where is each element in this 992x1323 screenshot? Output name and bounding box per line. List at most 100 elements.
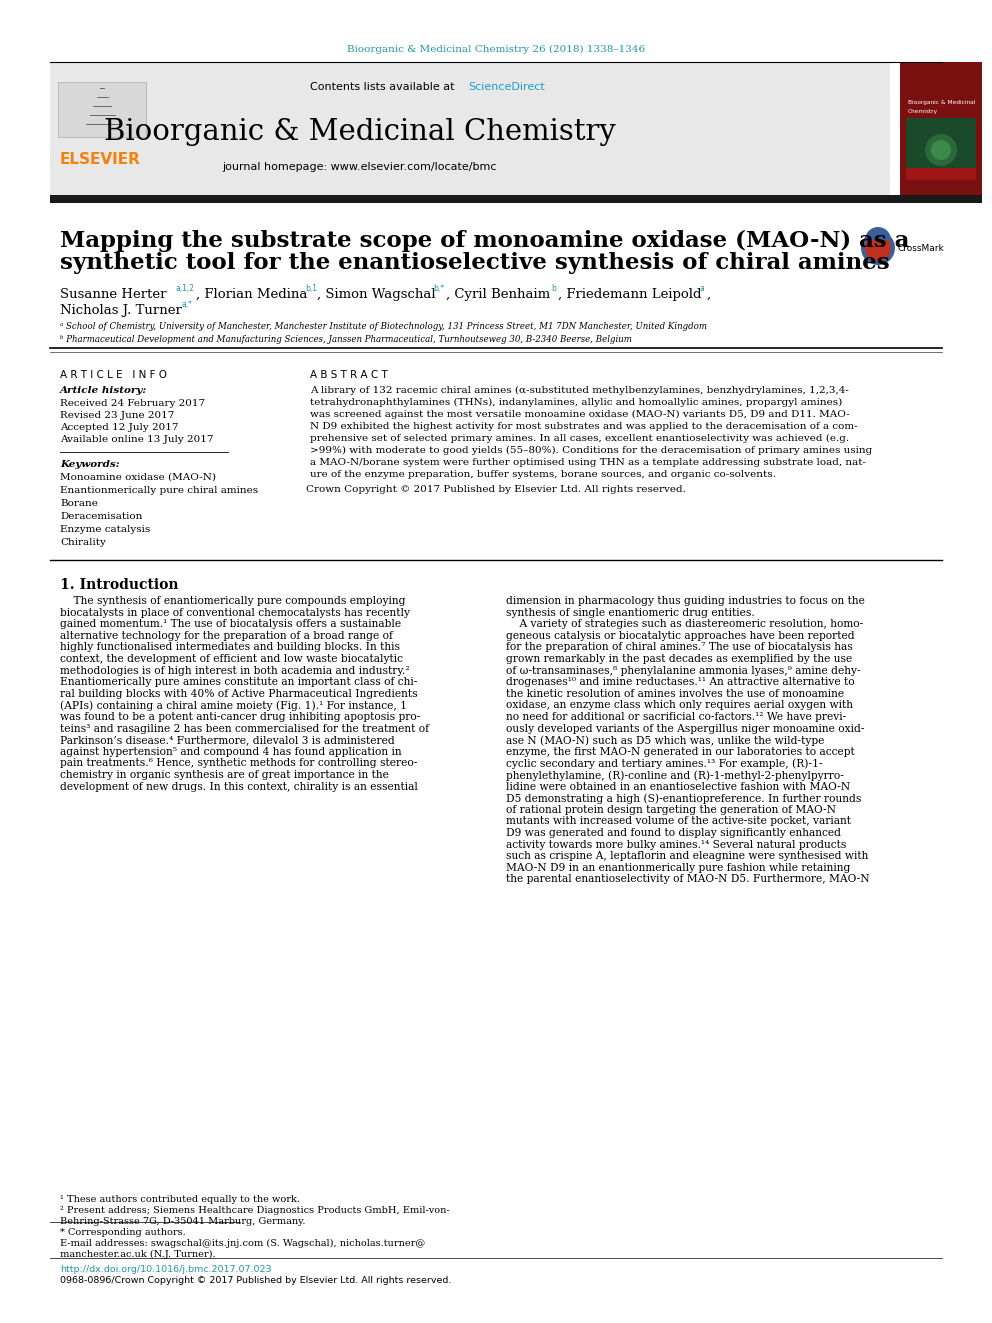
Text: manchester.ac.uk (N.J. Turner).: manchester.ac.uk (N.J. Turner).: [60, 1250, 215, 1259]
Text: Enzyme catalysis: Enzyme catalysis: [60, 525, 150, 534]
Text: ral building blocks with 40% of Active Pharmaceutical Ingredients: ral building blocks with 40% of Active P…: [60, 689, 418, 699]
Text: ELSEVIER: ELSEVIER: [60, 152, 141, 167]
Text: 1. Introduction: 1. Introduction: [60, 578, 179, 591]
Text: Chirality: Chirality: [60, 538, 106, 546]
Text: Nicholas J. Turner: Nicholas J. Turner: [60, 304, 182, 318]
Bar: [906, 118, 976, 168]
Text: gained momentum.¹ The use of biocatalysis offers a sustainable: gained momentum.¹ The use of biocatalysi…: [60, 619, 401, 630]
Text: The synthesis of enantiomerically pure compounds employing: The synthesis of enantiomerically pure c…: [60, 595, 406, 606]
Text: cyclic secondary and tertiary amines.¹³ For example, (R)-1-: cyclic secondary and tertiary amines.¹³ …: [506, 758, 822, 769]
Text: alternative technology for the preparation of a broad range of: alternative technology for the preparati…: [60, 631, 393, 640]
Text: enzyme, the first MAO-N generated in our laboratories to accept: enzyme, the first MAO-N generated in our…: [506, 746, 855, 757]
Text: Bioorganic & Medicinal Chemistry 26 (2018) 1338–1346: Bioorganic & Medicinal Chemistry 26 (201…: [347, 45, 645, 54]
Text: tetrahydronaphthylamines (THNs), indanylamines, allylic and homoallylic amines, : tetrahydronaphthylamines (THNs), indanyl…: [310, 398, 842, 407]
Text: Keywords:: Keywords:: [60, 460, 120, 468]
Text: teins³ and rasagiline 2 has been commercialised for the treatment of: teins³ and rasagiline 2 has been commerc…: [60, 724, 429, 733]
Text: b,*: b,*: [433, 284, 444, 292]
Text: drogenases¹⁰ and imine reductases.¹¹ An attractive alternative to: drogenases¹⁰ and imine reductases.¹¹ An …: [506, 677, 855, 687]
Text: A variety of strategies such as diastereomeric resolution, homo-: A variety of strategies such as diastere…: [506, 619, 863, 630]
Text: grown remarkably in the past decades as exemplified by the use: grown remarkably in the past decades as …: [506, 654, 852, 664]
Text: a,1,2: a,1,2: [176, 284, 195, 292]
Text: >99%) with moderate to good yields (55–80%). Conditions for the deracemisation o: >99%) with moderate to good yields (55–8…: [310, 446, 872, 455]
Text: A library of 132 racemic chiral amines (α-substituted methylbenzylamines, benzhy: A library of 132 racemic chiral amines (…: [310, 386, 849, 396]
Text: ² Present address; Siemens Healthcare Diagnostics Products GmbH, Emil-von-: ² Present address; Siemens Healthcare Di…: [60, 1207, 449, 1215]
Text: Contents lists available at: Contents lists available at: [310, 82, 458, 93]
Text: ,: ,: [707, 288, 711, 302]
Text: synthetic tool for the enantioselective synthesis of chiral amines: synthetic tool for the enantioselective …: [60, 251, 890, 274]
Text: of ω-transaminases,⁸ phenylalanine ammonia lyases,⁹ amine dehy-: of ω-transaminases,⁸ phenylalanine ammon…: [506, 665, 861, 676]
Text: 0968-0896/Crown Copyright © 2017 Published by Elsevier Ltd. All rights reserved.: 0968-0896/Crown Copyright © 2017 Publish…: [60, 1275, 451, 1285]
Text: a: a: [700, 284, 704, 292]
Bar: [872, 238, 884, 258]
Wedge shape: [865, 228, 891, 239]
Text: E-mail addresses: swagschal@its.jnj.com (S. Wagschal), nicholas.turner@: E-mail addresses: swagschal@its.jnj.com …: [60, 1240, 426, 1248]
Text: against hypertension⁵ and compound 4 has found application in: against hypertension⁵ and compound 4 has…: [60, 746, 402, 757]
Text: , Cyril Benhaim: , Cyril Benhaim: [446, 288, 551, 302]
Text: ᵇ Pharmaceutical Development and Manufacturing Sciences, Janssen Pharmaceutical,: ᵇ Pharmaceutical Development and Manufac…: [60, 335, 632, 344]
Text: (APIs) containing a chiral amine moiety (Fig. 1).¹ For instance, 1: (APIs) containing a chiral amine moiety …: [60, 700, 407, 710]
Bar: [50, 62, 890, 194]
Text: MAO-N D9 in an enantionmerically pure fashion while retaining: MAO-N D9 in an enantionmerically pure fa…: [506, 863, 850, 873]
Text: N D9 exhibited the highest activity for most substrates and was applied to the d: N D9 exhibited the highest activity for …: [310, 422, 858, 431]
Text: biocatalysts in place of conventional chemocatalysts has recently: biocatalysts in place of conventional ch…: [60, 607, 410, 618]
Text: Bioorganic & Medicinal Chemistry: Bioorganic & Medicinal Chemistry: [104, 118, 616, 146]
Text: Deracemisation: Deracemisation: [60, 512, 143, 521]
Text: highly functionalised intermediates and building blocks. In this: highly functionalised intermediates and …: [60, 643, 400, 652]
Text: Enantiomerically pure amines constitute an important class of chi-: Enantiomerically pure amines constitute …: [60, 677, 418, 687]
Text: Parkinson’s disease.⁴ Furthermore, dilevalol 3 is administered: Parkinson’s disease.⁴ Furthermore, dilev…: [60, 736, 395, 745]
Text: methodologies is of high interest in both academia and industry.²: methodologies is of high interest in bot…: [60, 665, 410, 676]
Text: journal homepage: www.elsevier.com/locate/bmc: journal homepage: www.elsevier.com/locat…: [223, 161, 497, 172]
Text: Enantionmerically pure chiral amines: Enantionmerically pure chiral amines: [60, 486, 258, 495]
Text: oxidase, an enzyme class which only requires aerial oxygen with: oxidase, an enzyme class which only requ…: [506, 700, 853, 710]
Text: synthesis of single enantiomeric drug entities.: synthesis of single enantiomeric drug en…: [506, 607, 755, 618]
Text: Susanne Herter: Susanne Herter: [60, 288, 167, 302]
Text: Bioorganic & Medicinal: Bioorganic & Medicinal: [908, 101, 975, 105]
Text: activity towards more bulky amines.¹⁴ Several natural products: activity towards more bulky amines.¹⁴ Se…: [506, 840, 846, 849]
Bar: [900, 62, 982, 194]
Text: ase N (MAO-N) such as D5 which was, unlike the wild-type: ase N (MAO-N) such as D5 which was, unli…: [506, 736, 824, 746]
Circle shape: [865, 235, 891, 261]
Text: A R T I C L E   I N F O: A R T I C L E I N F O: [60, 370, 167, 380]
Text: development of new drugs. In this context, chirality is an essential: development of new drugs. In this contex…: [60, 782, 418, 791]
Text: ure of the enzyme preparation, buffer systems, borane sources, and organic co-so: ure of the enzyme preparation, buffer sy…: [310, 470, 776, 479]
Text: Crown Copyright © 2017 Published by Elsevier Ltd. All rights reserved.: Crown Copyright © 2017 Published by Else…: [307, 486, 685, 493]
Text: ously developed variants of the Aspergillus niger monoamine oxid-: ously developed variants of the Aspergil…: [506, 724, 864, 733]
Text: A B S T R A C T: A B S T R A C T: [310, 370, 388, 380]
Text: Monoamine oxidase (MAO-N): Monoamine oxidase (MAO-N): [60, 474, 216, 482]
Text: the kinetic resolution of amines involves the use of monoamine: the kinetic resolution of amines involve…: [506, 689, 844, 699]
Text: of rational protein design targeting the generation of MAO-N: of rational protein design targeting the…: [506, 804, 836, 815]
Text: was screened against the most versatile monoamine oxidase (MAO-N) variants D5, D: was screened against the most versatile …: [310, 410, 850, 419]
Text: Received 24 February 2017: Received 24 February 2017: [60, 400, 205, 407]
Text: Borane: Borane: [60, 499, 98, 508]
Text: a MAO-N/borane system were further optimised using THN as a template addressing : a MAO-N/borane system were further optim…: [310, 458, 866, 467]
Circle shape: [925, 134, 957, 165]
Bar: [50, 194, 982, 202]
Text: ᵃ School of Chemistry, University of Manchester, Manchester Institute of Biotech: ᵃ School of Chemistry, University of Man…: [60, 321, 707, 331]
Text: ScienceDirect: ScienceDirect: [468, 82, 545, 93]
Text: Accepted 12 July 2017: Accepted 12 July 2017: [60, 423, 179, 433]
Text: Available online 13 July 2017: Available online 13 July 2017: [60, 435, 213, 445]
Text: no need for additional or sacrificial co-factors.¹² We have previ-: no need for additional or sacrificial co…: [506, 712, 846, 722]
Circle shape: [931, 140, 951, 160]
Text: geneous catalysis or biocatalytic approaches have been reported: geneous catalysis or biocatalytic approa…: [506, 631, 855, 640]
Text: D5 demonstrating a high (S)-enantiopreference. In further rounds: D5 demonstrating a high (S)-enantioprefe…: [506, 794, 861, 804]
Text: CrossMark: CrossMark: [898, 243, 944, 253]
Text: Behring-Strasse 7G, D-35041 Marburg, Germany.: Behring-Strasse 7G, D-35041 Marburg, Ger…: [60, 1217, 306, 1226]
Text: ¹ These authors contributed equally to the work.: ¹ These authors contributed equally to t…: [60, 1195, 300, 1204]
Text: context, the development of efficient and low waste biocatalytic: context, the development of efficient an…: [60, 654, 403, 664]
Text: such as crispine A, leptaflorin and eleagnine were synthesised with: such as crispine A, leptaflorin and elea…: [506, 851, 868, 861]
Text: mutants with increased volume of the active-site pocket, variant: mutants with increased volume of the act…: [506, 816, 851, 827]
Text: a,*: a,*: [182, 300, 193, 310]
Text: , Florian Medina: , Florian Medina: [196, 288, 308, 302]
Text: was found to be a potent anti-cancer drug inhibiting apoptosis pro-: was found to be a potent anti-cancer dru…: [60, 712, 421, 722]
Text: , Simon Wagschal: , Simon Wagschal: [317, 288, 435, 302]
Text: phenylethylamine, (R)-conline and (R)-1-methyl-2-phenylpyrro-: phenylethylamine, (R)-conline and (R)-1-…: [506, 770, 844, 781]
Bar: [906, 161, 976, 180]
Text: pain treatments.⁶ Hence, synthetic methods for controlling stereo-: pain treatments.⁶ Hence, synthetic metho…: [60, 758, 418, 769]
Text: dimension in pharmacology thus guiding industries to focus on the: dimension in pharmacology thus guiding i…: [506, 595, 865, 606]
Text: http://dx.doi.org/10.1016/j.bmc.2017.07.023: http://dx.doi.org/10.1016/j.bmc.2017.07.…: [60, 1265, 272, 1274]
Text: Chemistry: Chemistry: [908, 108, 938, 114]
Text: * Corresponding authors.: * Corresponding authors.: [60, 1228, 186, 1237]
Text: b: b: [551, 284, 556, 292]
Text: Article history:: Article history:: [60, 386, 147, 396]
